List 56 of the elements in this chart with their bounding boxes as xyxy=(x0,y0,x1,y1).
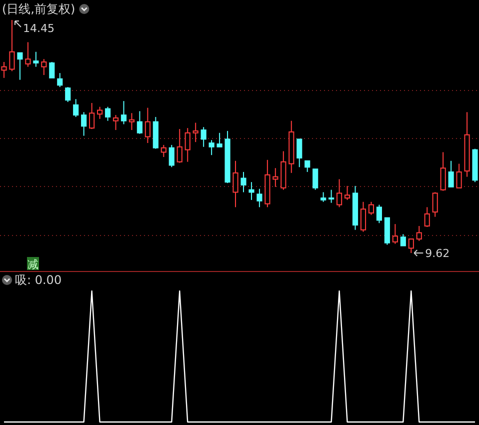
candlestick xyxy=(240,171,246,193)
candlestick xyxy=(440,152,446,192)
candlestick xyxy=(432,192,438,218)
candlestick xyxy=(456,163,462,188)
candlestick xyxy=(73,98,79,118)
candlestick xyxy=(216,132,222,148)
candlestick xyxy=(160,144,166,158)
candlestick xyxy=(168,144,174,168)
candlestick xyxy=(320,192,326,202)
candlestick xyxy=(248,182,254,200)
chart-title: 吸: 0.00 xyxy=(15,273,62,287)
candlestick xyxy=(312,168,318,190)
annotation: 9.62 xyxy=(425,247,450,260)
candlestick xyxy=(368,201,374,216)
candlestick xyxy=(424,206,430,228)
candlestick xyxy=(400,234,406,246)
candlestick xyxy=(328,189,334,204)
candlestick xyxy=(360,201,366,232)
candlestick xyxy=(57,72,63,88)
candlestick xyxy=(25,42,31,68)
candlestick xyxy=(296,138,302,168)
candlestick xyxy=(65,86,71,103)
candlestick xyxy=(408,238,414,254)
candlestick xyxy=(120,100,127,125)
candlestick xyxy=(344,185,350,200)
candlestick xyxy=(136,110,142,134)
candlestick xyxy=(33,51,39,68)
candlestick xyxy=(49,61,55,78)
candlestick xyxy=(17,52,23,80)
chart-title: (日线,前复权) xyxy=(2,2,76,16)
candlestick xyxy=(97,106,103,120)
candlestick xyxy=(1,61,7,78)
candlestick xyxy=(144,107,150,144)
candlestick xyxy=(89,102,95,130)
candlestick xyxy=(41,58,47,76)
annotation: 14.45 xyxy=(22,22,54,35)
candlestick xyxy=(81,112,87,136)
candlestick xyxy=(256,188,262,208)
candlestick xyxy=(200,126,206,148)
candlestick xyxy=(192,122,198,143)
candlestick xyxy=(304,160,310,172)
candlestick xyxy=(9,20,15,72)
candlestick xyxy=(392,224,398,244)
candlestick xyxy=(448,160,454,188)
candlestick xyxy=(272,168,278,188)
candlestick xyxy=(232,160,238,208)
candlestick xyxy=(176,128,182,164)
candlestick xyxy=(336,178,342,208)
candlestick xyxy=(416,225,422,242)
candlestick xyxy=(376,204,382,224)
candlestick xyxy=(112,114,119,130)
candlestick xyxy=(128,112,135,130)
candlestick xyxy=(104,106,111,122)
text: 减 xyxy=(28,258,38,271)
candlestick xyxy=(184,128,190,162)
candlestick xyxy=(208,140,214,156)
